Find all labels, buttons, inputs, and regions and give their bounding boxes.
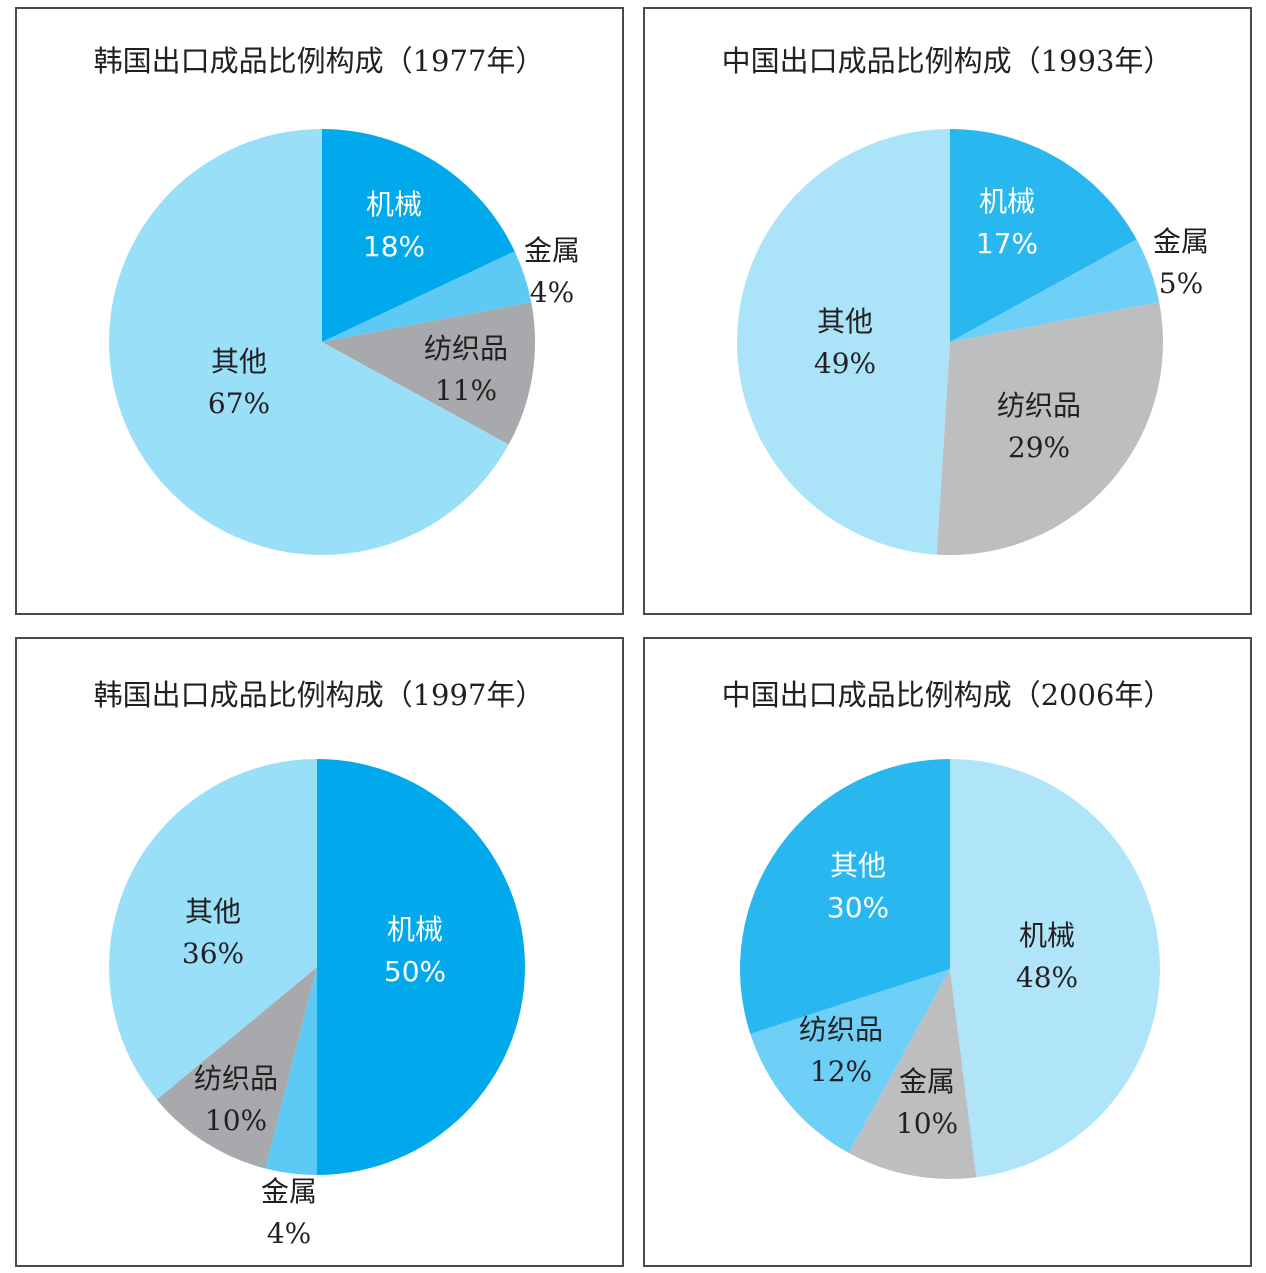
slice-value-label: 17% (976, 227, 1038, 260)
pie-slices (109, 759, 525, 1175)
pie-slice-其他 (740, 759, 950, 1034)
pie-labels: 机械 18% 金属 4% 纺织品 11% 其他 67% (208, 188, 580, 420)
pie-slice-其他 (108, 129, 509, 555)
chart-panel-china-1993: 中国出口成品比例构成（1993年） 机械 17% 金属 5% 纺织品 29% 其他 49% (643, 7, 1252, 615)
pie-slices (740, 759, 1160, 1179)
slice-value-label: 11% (435, 374, 497, 407)
slice-name-label: 其他 (211, 345, 267, 378)
chart-title: 中国出口成品比例构成（2006年） (722, 678, 1173, 712)
pie-labels: 机械 17% 金属 5% 纺织品 29% 其他 49% (814, 185, 1209, 464)
slice-name-label: 其他 (830, 849, 886, 882)
slice-value-label: 49% (814, 347, 876, 380)
slice-name-label: 机械 (1019, 919, 1075, 952)
slice-name-label: 机械 (366, 188, 422, 221)
pie-slice-纺织品 (936, 302, 1164, 556)
pie-slice-金属 (265, 967, 317, 1175)
chart-title: 韩国出口成品比例构成（1997年） (94, 678, 545, 712)
slice-name-label: 纺织品 (997, 389, 1081, 422)
pie-labels: 机械 50% 金属 4% 纺织品 10% 其他 36% (182, 895, 446, 1250)
slice-name-label: 金属 (261, 1175, 317, 1208)
slice-name-label: 金属 (899, 1065, 955, 1098)
pie-slices (108, 129, 536, 555)
slice-name-label: 其他 (185, 895, 241, 928)
slice-name-label: 机械 (387, 913, 443, 946)
chart-title: 韩国出口成品比例构成（1977年） (94, 44, 545, 78)
pie-slice-其他 (109, 759, 317, 1100)
slice-value-label: 10% (896, 1107, 958, 1140)
slice-value-label: 10% (205, 1104, 267, 1137)
slice-name-label: 其他 (817, 305, 873, 338)
slice-value-label: 50% (384, 955, 446, 988)
pie-slice-机械 (322, 129, 515, 342)
slice-value-label: 4% (530, 276, 574, 309)
slice-value-label: 36% (182, 937, 244, 970)
pie-slice-金属 (950, 239, 1160, 342)
slice-value-label: 4% (267, 1217, 311, 1250)
pie-slice-机械 (950, 759, 1160, 1178)
chart-title: 中国出口成品比例构成（1993年） (722, 44, 1173, 78)
pie-chart-china-1993: 中国出口成品比例构成（1993年） 机械 17% 金属 5% 纺织品 29% 其他 49% (722, 44, 1209, 556)
slice-name-label: 机械 (979, 185, 1035, 218)
pie-labels: 机械 48% 金属 10% 纺织品 12% 其他 30% (799, 849, 1078, 1140)
pie-chart-korea-1997: 韩国出口成品比例构成（1997年） 机械 50% 金属 4% 纺织品 10% 其他 36% (94, 678, 545, 1250)
slice-name-label: 纺织品 (194, 1062, 278, 1095)
pie-slice-纺织品 (156, 967, 317, 1169)
pie-slice-纺织品 (322, 302, 536, 445)
slice-name-label: 纺织品 (799, 1013, 883, 1046)
pie-chart-korea-1977: 韩国出口成品比例构成（1977年） 机械 18% 金属 4% 纺织品 11% 其他 67% (94, 44, 580, 555)
chart-panel-korea-1977: 韩国出口成品比例构成（1977年） 机械 18% 金属 4% 纺织品 11% 其他 67% (15, 7, 624, 615)
slice-value-label: 30% (827, 891, 889, 924)
pie-slices (736, 129, 1164, 556)
pie-chart-china-2006: 中国出口成品比例构成（2006年） 机械 48% 金属 10% 纺织品 12% 其他 30% (722, 678, 1173, 1179)
slice-value-label: 18% (363, 230, 425, 263)
pie-slice-机械 (317, 759, 525, 1175)
slice-value-label: 29% (1008, 431, 1070, 464)
slice-value-label: 5% (1159, 267, 1203, 300)
pie-slice-金属 (322, 251, 532, 342)
slice-name-label: 纺织品 (424, 332, 508, 365)
chart-panel-china-2006: 中国出口成品比例构成（2006年） 机械 48% 金属 10% 纺织品 12% 其他 30% (643, 637, 1252, 1267)
pie-slice-金属 (848, 969, 977, 1179)
pie-slice-纺织品 (750, 969, 950, 1154)
pie-slice-其他 (736, 129, 950, 555)
slice-value-label: 48% (1016, 961, 1078, 994)
slice-name-label: 金属 (1153, 225, 1209, 258)
slice-name-label: 金属 (524, 234, 580, 267)
chart-panel-korea-1997: 韩国出口成品比例构成（1997年） 机械 50% 金属 4% 纺织品 10% 其他 36% (15, 637, 624, 1267)
slice-value-label: 67% (208, 387, 270, 420)
pie-slice-机械 (950, 129, 1137, 342)
slice-value-label: 12% (810, 1055, 872, 1088)
